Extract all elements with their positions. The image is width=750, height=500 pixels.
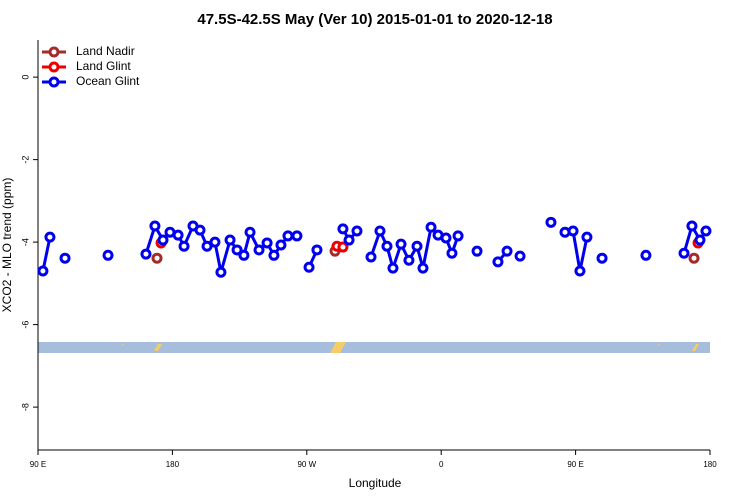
data-point bbox=[244, 226, 256, 238]
data-point bbox=[492, 256, 504, 268]
data-point bbox=[417, 262, 429, 274]
data-point bbox=[253, 244, 265, 256]
data-point bbox=[311, 244, 323, 256]
data-point bbox=[411, 240, 423, 252]
data-point bbox=[403, 254, 415, 266]
data-point bbox=[261, 237, 273, 249]
legend-marker bbox=[48, 76, 60, 88]
data-point bbox=[59, 252, 71, 264]
data-point bbox=[343, 234, 355, 246]
x-tick-label: 0 bbox=[439, 460, 444, 469]
data-point bbox=[140, 248, 152, 260]
legend-label: Land Glint bbox=[76, 59, 131, 73]
data-point bbox=[44, 231, 56, 243]
data-point bbox=[365, 251, 377, 263]
data-point bbox=[374, 225, 386, 237]
map-strip bbox=[38, 342, 710, 353]
chart-title: 47.5S-42.5S May (Ver 10) 2015-01-01 to 2… bbox=[197, 11, 552, 28]
data-point bbox=[574, 265, 586, 277]
x-axis-label: Longitude bbox=[349, 476, 402, 490]
data-point bbox=[194, 224, 206, 236]
data-point bbox=[452, 230, 464, 242]
data-point bbox=[596, 252, 608, 264]
ocean-strip bbox=[38, 342, 710, 353]
data-point bbox=[337, 241, 349, 253]
data-point bbox=[686, 220, 698, 232]
data-point bbox=[471, 245, 483, 257]
data-point bbox=[275, 239, 287, 251]
data-point bbox=[514, 250, 526, 262]
data-point bbox=[501, 245, 513, 257]
data-point bbox=[545, 216, 557, 228]
data-point bbox=[567, 225, 579, 237]
data-point bbox=[201, 240, 213, 252]
data-point bbox=[446, 247, 458, 259]
data-point bbox=[700, 225, 712, 237]
data-point bbox=[215, 266, 227, 278]
legend-label: Ocean Glint bbox=[76, 74, 140, 88]
legend-label: Land Nadir bbox=[76, 44, 135, 58]
y-tick-label: -8 bbox=[20, 403, 30, 411]
y-tick-label: -2 bbox=[20, 156, 30, 164]
data-point bbox=[581, 231, 593, 243]
data-point bbox=[387, 262, 399, 274]
legend-marker bbox=[48, 61, 60, 73]
data-point bbox=[351, 225, 363, 237]
data-point bbox=[149, 220, 161, 232]
series-line bbox=[41, 236, 52, 272]
y-tick-label: -4 bbox=[20, 238, 30, 246]
data-point bbox=[440, 232, 452, 244]
y-axis-label: XCO2 - MLO trend (ppm) bbox=[0, 178, 14, 313]
data-point bbox=[151, 252, 163, 264]
data-point bbox=[291, 230, 303, 242]
x-tick-label: 180 bbox=[166, 460, 180, 469]
data-point bbox=[238, 249, 250, 261]
data-point bbox=[268, 249, 280, 261]
data-point bbox=[640, 249, 652, 261]
y-tick-label: 0 bbox=[20, 75, 30, 80]
data-point bbox=[337, 223, 349, 235]
data-point bbox=[282, 230, 294, 242]
data-point bbox=[678, 247, 690, 259]
x-tick-label: 180 bbox=[703, 460, 717, 469]
data-point bbox=[209, 236, 221, 248]
x-tick-label: 90 W bbox=[297, 460, 316, 469]
legend-marker bbox=[48, 46, 60, 58]
y-tick-label: -6 bbox=[20, 321, 30, 329]
data-point bbox=[157, 234, 169, 246]
x-tick-label: 90 E bbox=[30, 460, 46, 469]
data-point bbox=[425, 221, 437, 233]
data-point bbox=[231, 244, 243, 256]
data-point bbox=[102, 249, 114, 261]
data-point bbox=[178, 240, 190, 252]
data-point bbox=[172, 229, 184, 241]
x-tick-label: 90 E bbox=[567, 460, 583, 469]
data-point bbox=[688, 252, 700, 264]
data-point bbox=[381, 240, 393, 252]
data-point bbox=[37, 265, 49, 277]
data-point bbox=[395, 238, 407, 250]
data-point bbox=[694, 234, 706, 246]
data-point bbox=[224, 234, 236, 246]
data-point bbox=[303, 261, 315, 273]
